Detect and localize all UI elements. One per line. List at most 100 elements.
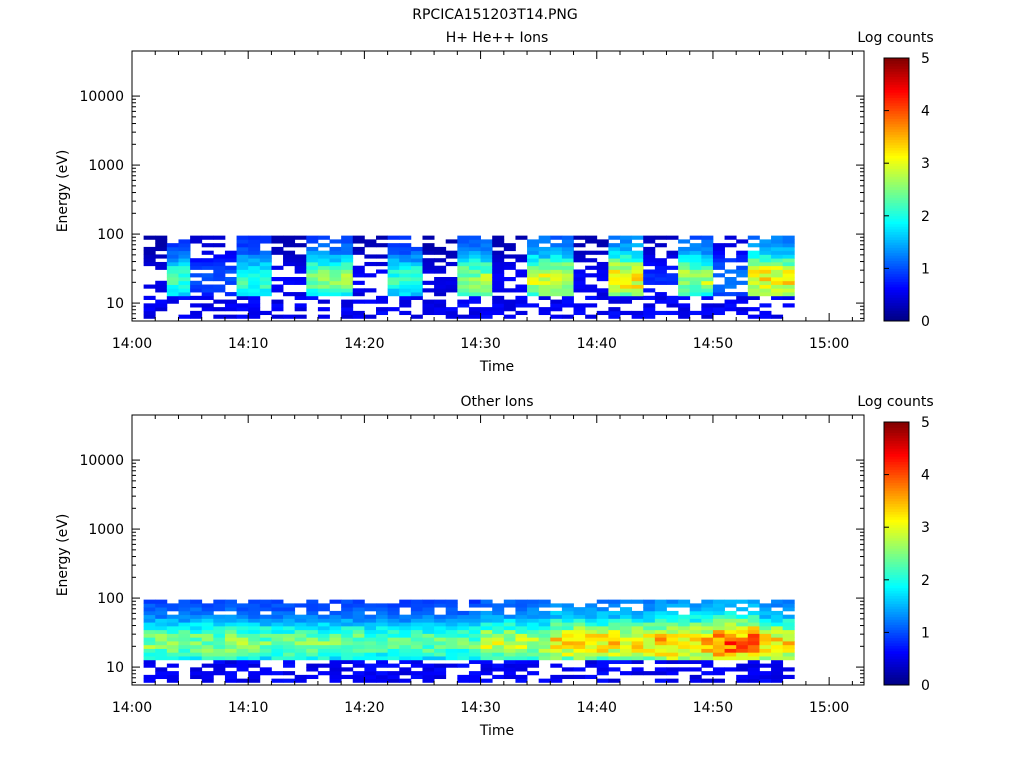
spectrogram-cell [701,603,714,608]
spectrogram-cell [654,273,667,278]
spectrogram-cell [166,641,179,646]
spectrogram-cell [248,269,261,274]
spectrogram-cell [468,254,481,259]
spectrogram-cell [224,648,237,653]
spectrogram-cell [434,614,447,619]
spectrogram-cell [178,288,191,293]
spectrogram-cell [376,299,389,304]
spectrogram-cell [654,295,667,300]
colorbar-swatch [884,221,909,225]
colorbar-swatch [884,548,909,552]
colorbar-swatch [884,519,909,523]
spectrogram-cell [457,261,470,267]
spectrogram-cell [654,667,667,672]
spectrogram-cell [201,629,214,634]
spectrogram-cell [550,246,563,252]
spectrogram-cell [771,671,784,676]
spectrogram-cell [585,674,598,680]
spectrogram-cell [666,618,679,623]
spectrogram-cell [248,314,261,319]
spectrogram-cell [410,641,423,646]
spectrogram-cell [352,607,365,612]
spectrogram-cell [306,250,319,255]
spectrogram-cell [213,243,226,248]
spectrogram-cell [503,265,516,270]
spectrogram-cell [747,610,760,616]
spectrogram-cell [352,629,365,634]
spectrogram-cell [724,303,737,308]
spectrogram-cell [631,235,644,240]
spectrogram-cell [503,303,516,308]
colorbar-tick-label: 3 [921,156,930,172]
spectrogram-cell [178,261,191,267]
spectrogram-cell [747,261,760,267]
spectrogram-cell [712,610,725,616]
spectrogram-cell [224,599,237,604]
spectrogram-cell [585,659,598,664]
spectrogram-cell [666,641,679,646]
spectrogram-cell [712,246,725,252]
spectrogram-cell [201,663,214,668]
spectrogram-cell [143,625,156,631]
spectrogram-cell [213,622,226,627]
spectrogram-cell [771,663,784,668]
spectrogram-cell [317,644,330,649]
spectrogram-cell [329,663,342,668]
spectrogram-cell [283,614,296,619]
colorbar-swatch [884,569,909,573]
colorbar-swatch [884,450,909,455]
spectrogram-cell [434,265,447,270]
spectrogram-cell [527,292,540,297]
spectrogram-cell [294,614,307,619]
spectrogram-cell [364,629,377,634]
spectrogram-cell [178,277,191,282]
spectrogram-cell [213,284,226,289]
spectrogram-cell [678,239,691,244]
colorbar-swatch [884,242,909,246]
spectrogram-cell [259,633,272,638]
spectrogram-cell [317,637,330,642]
spectrogram-cell [213,307,226,312]
spectrogram-cell [492,622,505,627]
spectrogram-cell [747,674,760,680]
x-tick-label: 14:20 [344,336,384,352]
spectrogram-cell [166,280,179,285]
spectrogram-cell [213,656,226,661]
spectrogram-cell [283,652,296,657]
spectrogram-cell [782,656,795,661]
spectrogram-cell [759,246,772,252]
spectrogram-cell [480,610,493,616]
spectrogram-cell [190,652,203,657]
colorbar-swatch [884,181,909,185]
spectrogram-cell [434,674,447,680]
spectrogram-cell [317,607,330,612]
spectrogram-cell [620,618,633,623]
spectrogram-cell [155,235,168,240]
spectrogram-cell [620,625,633,631]
spectrogram-cell [364,603,377,608]
spectrogram-cell [236,261,249,267]
spectrogram-cell [480,618,493,623]
spectrogram-cell [178,599,191,604]
spectrogram-cell [317,307,330,312]
spectrogram-cell [771,656,784,661]
spectrogram-cell [492,277,505,282]
spectrogram-cell [271,622,284,627]
colorbar-swatch [884,422,909,426]
spectrogram-cell [585,614,598,619]
spectrogram-cell [480,622,493,627]
spectrogram-cell [155,622,168,627]
spectrogram-cell [399,637,412,642]
spectrogram-cell [271,314,284,319]
spectrogram-cell [492,663,505,668]
spectrogram-cell [166,265,179,270]
spectrogram-cell [376,618,389,623]
colorbar-tick-label: 1 [921,625,930,641]
spectrogram-cell [747,678,760,683]
spectrogram-cell [492,239,505,244]
spectrogram-cell [643,269,656,274]
spectrogram-cell [143,622,156,627]
spectrogram-cell [306,235,319,240]
spectrogram-cell [515,610,528,616]
spectrogram-cell [550,288,563,293]
